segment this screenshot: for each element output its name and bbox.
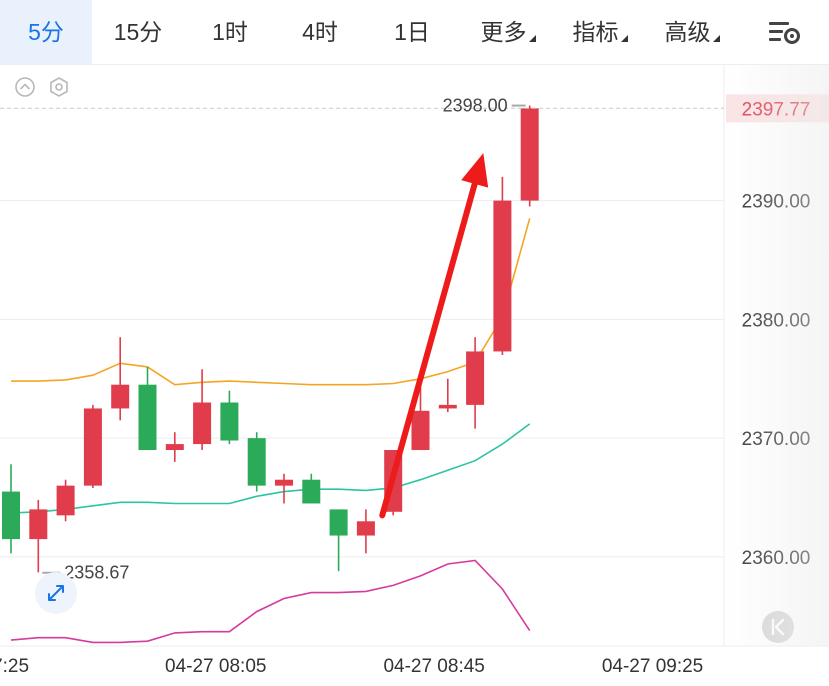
tab-label: 1时 [212,19,248,45]
candle-body [83,408,102,486]
timeframe-toolbar: 5分 15分 1时 4时 1日 更多 指标 高级 [0,0,829,65]
candle [138,366,157,451]
candle-body [193,402,212,445]
chart-settings-icon[interactable] [767,18,801,46]
candle-body [165,444,184,451]
candle [2,464,20,554]
candle-body [520,108,539,201]
tab-indicators-dropdown[interactable]: 指标 [558,0,642,64]
candle [438,378,457,413]
tab-label: 4时 [302,19,338,45]
y-tick-label: 2360.00 [742,548,811,569]
candle [111,337,130,421]
candle [193,369,212,451]
expand-arrows-glyph [48,585,64,601]
chart-grid [0,64,829,647]
tab-4hour[interactable]: 4时 [278,0,362,64]
expand-arrows-icon[interactable] [35,572,77,614]
candle-body [302,479,321,504]
y-tick-label: 2380.00 [742,310,811,331]
candle [493,176,512,355]
candle-body [111,384,130,409]
candle-body [56,485,75,516]
ma-line-1 [11,218,531,386]
tab-label: 5分 [28,19,64,45]
candle-body [275,479,293,486]
candle [247,432,266,492]
candle [329,509,348,572]
candle [302,473,321,504]
candle-body [493,200,512,352]
skip-back-bg [762,611,794,643]
candle-body [138,384,157,451]
time-axis: 7 07:25 04-27 08:05 04-27 08:45 04-27 09:25 [0,656,703,677]
tab-advanced-dropdown[interactable]: 高级 [650,0,734,64]
candle-body [411,410,430,451]
x-tick-label: 04-27 09:25 [602,656,703,677]
x-tick-label: 04-27 08:05 [165,656,266,677]
candle-body [329,509,348,536]
candle [466,337,485,429]
tab-label: 更多 [480,19,527,45]
dropdown-triangle-icon [528,35,536,42]
tab-5min[interactable]: 5分 [0,0,92,64]
dropdown-triangle-icon [712,35,720,42]
annotations: 2397.77 2398.00 2358.67 [0,94,829,643]
last-price-label: 2397.77 [742,99,811,120]
candle [520,105,539,207]
price-axis: 2360.00 2370.00 2380.00 2390.00 [742,192,811,569]
tab-1hour[interactable]: 1时 [188,0,272,64]
y-tick-label: 2390.00 [742,192,811,213]
candle [83,404,102,489]
candle [356,509,375,554]
candle [411,384,430,451]
trend-arrow-head [461,153,489,188]
hexagon-settings-icon[interactable] [48,76,70,98]
tab-label: 指标 [572,19,619,45]
dropdown-triangle-icon [620,35,628,42]
moving-average-lines [10,218,531,644]
tab-label: 高级 [664,19,711,45]
high-price-label: 2398.00 [443,96,508,116]
low-price-label: 2358.67 [64,563,129,583]
tab-label: 1日 [394,19,430,45]
y-tick-label: 2370.00 [742,429,811,450]
ma-line-3 [10,559,531,644]
candle [275,473,293,504]
candle [56,479,75,522]
candle [165,432,184,462]
candle-body [29,509,48,540]
trend-arrow-shaft [379,180,478,519]
candle [220,390,239,445]
candle-body [2,491,20,540]
candle-body [438,404,457,409]
tab-label: 15分 [113,19,163,45]
tab-1day[interactable]: 1日 [370,0,454,64]
candles [2,105,539,573]
candle-body [247,438,266,486]
ma-line-2 [10,423,531,514]
chevron-up-circle-icon[interactable] [14,76,36,98]
x-tick-label: 04-27 08:45 [383,656,484,677]
x-tick-label: 7 07:25 [0,656,29,677]
tab-15min[interactable]: 15分 [96,0,180,64]
candle [29,499,48,573]
skip-back-icon[interactable] [762,611,794,643]
tab-more-dropdown[interactable]: 更多 [466,0,550,64]
candle-body [220,402,239,441]
candle-body [466,351,485,405]
indicator-toggle-group [14,76,78,103]
candle-body [356,521,375,536]
